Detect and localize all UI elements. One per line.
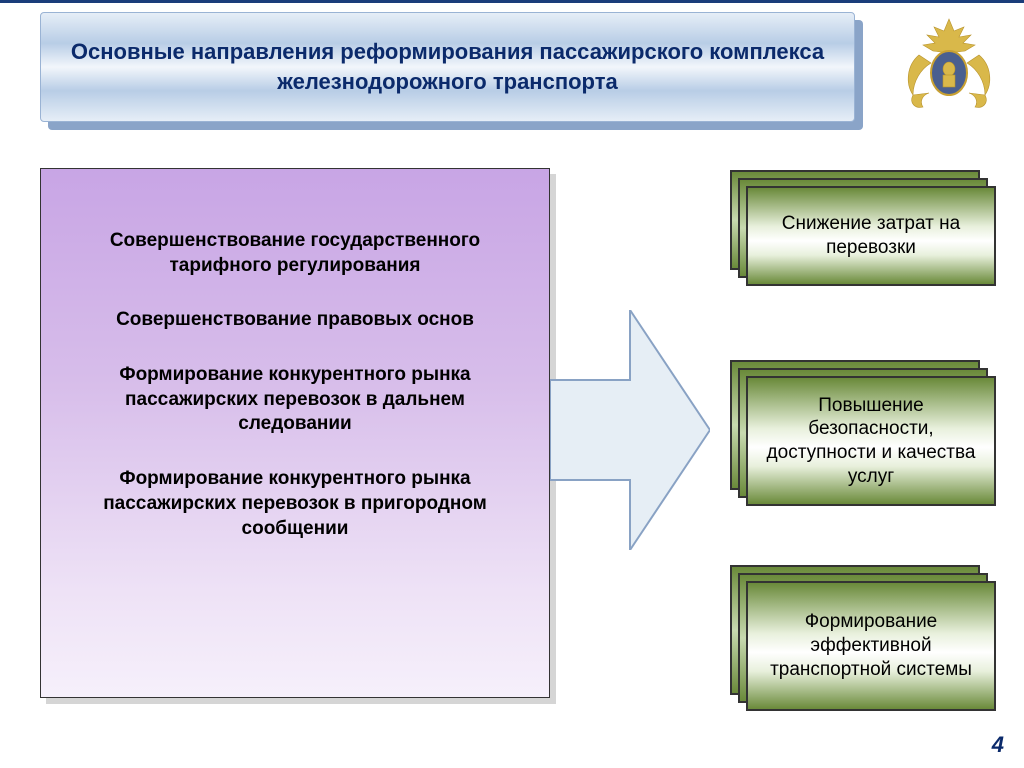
outcome-card: Формирование эффективной транспортной си… — [746, 581, 996, 711]
outcome-text: Повышение безопасности, доступности и ка… — [758, 394, 984, 489]
direction-item: Совершенствование правовых основ — [71, 308, 519, 333]
top-border-line — [0, 0, 1024, 3]
outcome-text: Снижение затрат на перевозки — [758, 212, 984, 260]
outcome-stack: Формирование эффективной транспортной си… — [730, 565, 980, 711]
title-panel: Основные направления реформирования пасс… — [40, 12, 855, 122]
page-number: 4 — [992, 732, 1004, 758]
outcome-text: Формирование эффективной транспортной си… — [758, 610, 984, 681]
outcome-stack: Снижение затрат на перевозки — [730, 170, 980, 286]
page-title: Основные направления реформирования пасс… — [61, 37, 834, 96]
directions-panel: Совершенствование государственного тариф… — [40, 168, 550, 698]
direction-item: Совершенствование государственного тариф… — [71, 229, 519, 278]
outcome-stack: Повышение безопасности, доступности и ка… — [730, 360, 980, 506]
outcome-card: Повышение безопасности, доступности и ка… — [746, 376, 996, 506]
outcome-card: Снижение затрат на перевозки — [746, 186, 996, 286]
arrow-icon — [550, 310, 710, 550]
direction-item: Формирование конкурентного рынка пассажи… — [71, 467, 519, 541]
direction-item: Формирование конкурентного рынка пассажи… — [71, 363, 519, 437]
emblem-icon — [894, 8, 1004, 118]
